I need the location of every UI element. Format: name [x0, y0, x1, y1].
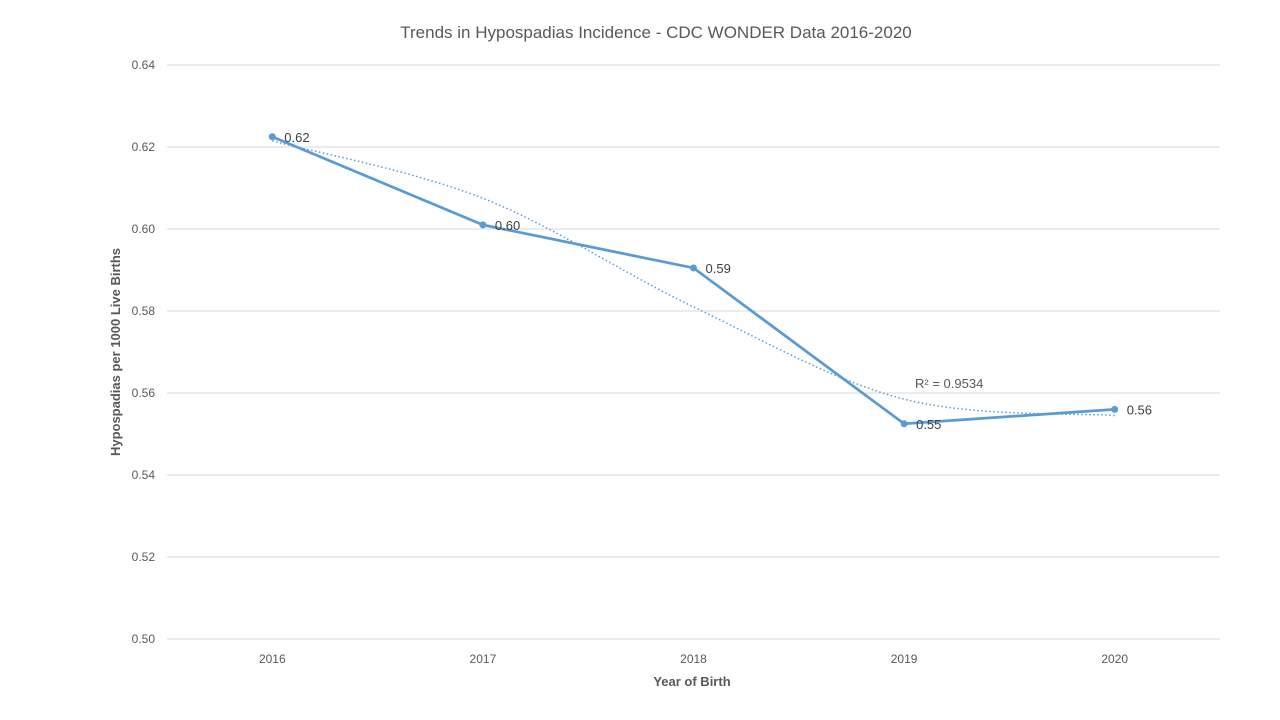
data-label: 0.56 — [1127, 402, 1152, 417]
y-tick-label: 0.64 — [132, 58, 156, 72]
data-point — [900, 420, 908, 428]
x-axis-title: Year of Birth — [653, 674, 730, 689]
data-point — [479, 221, 487, 229]
y-tick-label: 0.56 — [132, 386, 156, 400]
chart-title: Trends in Hypospadias Incidence - CDC WO… — [400, 23, 912, 42]
trendline — [272, 140, 1115, 417]
y-tick-label: 0.58 — [132, 304, 156, 318]
y-axis-title: Hypospadias per 1000 Live Births — [108, 248, 123, 456]
x-tick-label: 2019 — [891, 652, 918, 666]
x-tick-label: 2017 — [470, 652, 497, 666]
x-axis-ticks: 2016 2017 2018 2019 2020 — [259, 652, 1128, 666]
series — [268, 133, 1119, 428]
x-tick-label: 2016 — [259, 652, 286, 666]
data-label: 0.60 — [495, 218, 520, 233]
data-point — [1111, 405, 1119, 413]
trendline-path — [272, 140, 1115, 417]
r-squared-label: R² = 0.9534 — [915, 376, 983, 391]
data-label: 0.62 — [284, 130, 309, 145]
series-line — [271, 135, 1115, 426]
data-point — [690, 264, 697, 272]
gridlines — [167, 64, 1220, 640]
y-tick-label: 0.50 — [132, 632, 156, 646]
y-tick-label: 0.54 — [132, 468, 156, 482]
data-labels: 0.62 0.60 0.59 0.55 0.56 — [284, 130, 1152, 432]
data-label: 0.59 — [706, 261, 731, 276]
data-label: 0.55 — [916, 417, 941, 432]
y-tick-label: 0.52 — [132, 550, 156, 564]
y-tick-label: 0.62 — [132, 140, 156, 154]
x-tick-label: 2020 — [1101, 652, 1128, 666]
y-tick-label: 0.60 — [132, 222, 156, 236]
x-tick-label: 2018 — [680, 652, 707, 666]
data-point — [268, 133, 276, 141]
y-axis-ticks: 0.64 0.62 0.60 0.58 0.56 0.54 0.52 0.50 — [132, 58, 156, 646]
